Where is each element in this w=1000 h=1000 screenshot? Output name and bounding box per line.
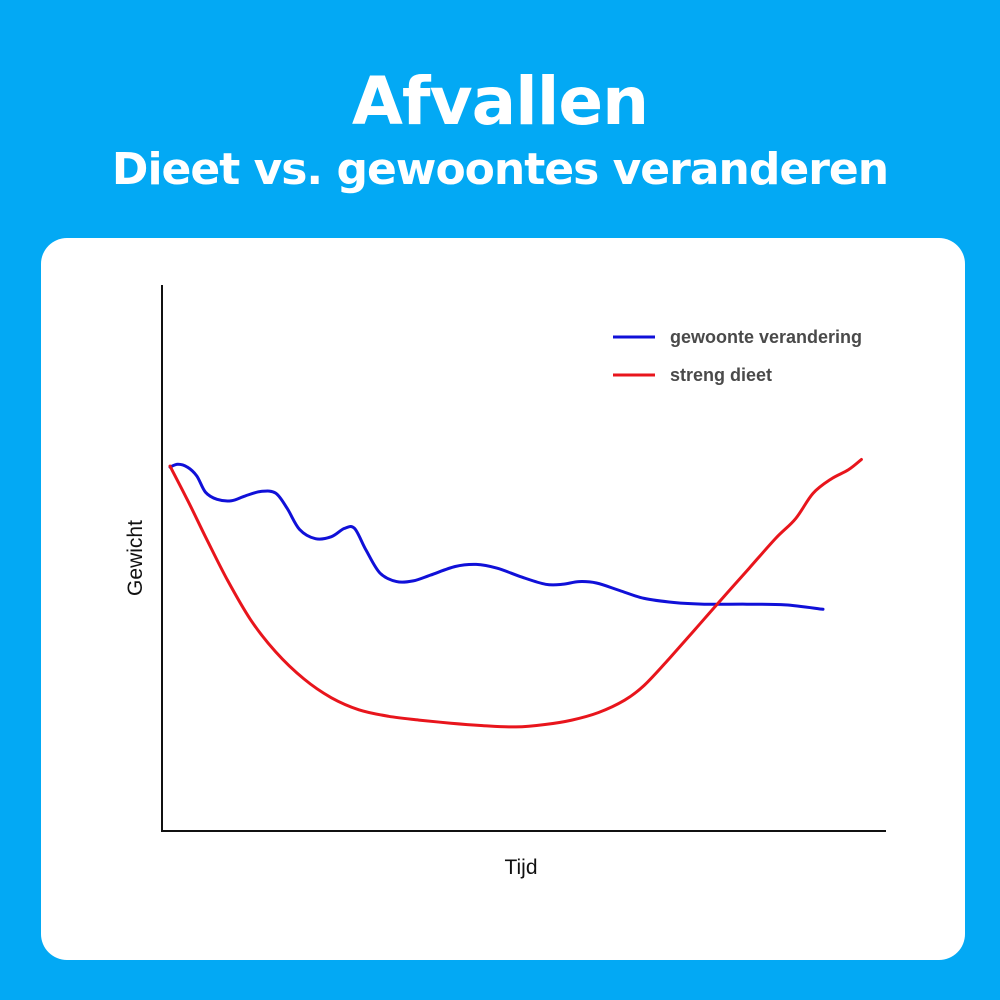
page-title: Afvallen <box>351 63 649 140</box>
series-line-gewoonte-verandering <box>168 462 825 611</box>
y-axis-label: Gewicht <box>124 520 147 596</box>
x-axis-label: Tijd <box>504 856 537 879</box>
legend: gewoonte verandering streng dieet <box>613 327 862 385</box>
legend-label-1: streng dieet <box>670 365 772 385</box>
page-subtitle: Dieet vs. gewoontes veranderen <box>111 144 889 195</box>
legend-label-0: gewoonte verandering <box>670 327 862 347</box>
series-group <box>168 458 863 729</box>
header: Afvallen Dieet vs. gewoontes veranderen <box>0 0 1000 230</box>
series-line-streng-dieet <box>168 458 863 729</box>
chart-card <box>41 238 965 960</box>
